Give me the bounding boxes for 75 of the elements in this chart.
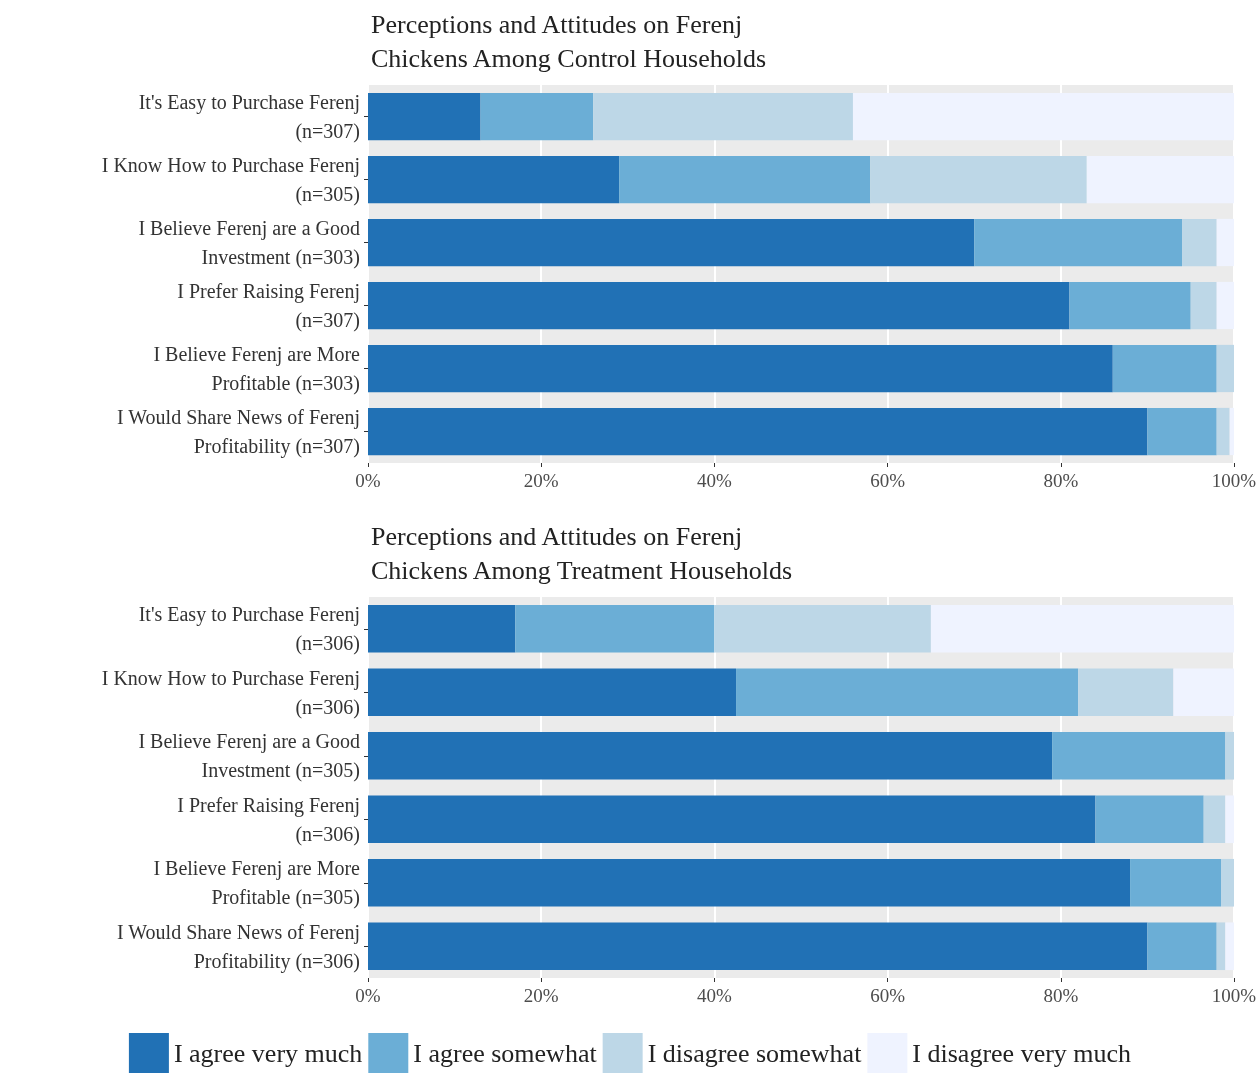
bar — [1216, 218, 1234, 267]
bar — [1225, 731, 1234, 780]
y-tick-label: I Prefer Raising Ferenj (n=306) — [177, 793, 360, 846]
chart-title: Perceptions and Attitudes on Ferenj Chickens Among Treatment Households — [371, 521, 793, 585]
bar — [480, 92, 594, 141]
bar — [368, 668, 737, 717]
bar — [870, 155, 1087, 204]
bar — [852, 92, 1234, 141]
bar — [1069, 281, 1191, 330]
bar — [619, 155, 871, 204]
bar — [1147, 922, 1217, 971]
bar — [1112, 344, 1217, 393]
bar — [515, 604, 715, 653]
x-tick-label: 40% — [696, 470, 732, 491]
bar — [1190, 281, 1217, 330]
legend-label: I disagree very much — [912, 1038, 1132, 1068]
y-tick-label: I Would Share News of Ferenj Profitability (n=306) — [117, 920, 360, 973]
bar — [714, 604, 931, 653]
y-tick-label: I Believe Ferenj are More Profitable (n=303) — [153, 343, 361, 395]
y-tick-label: It's Easy to Purchase Ferenj (n=306) — [138, 603, 360, 656]
bar — [368, 218, 975, 267]
y-tick-label: It's Easy to Purchase Ferenj (n=307) — [138, 91, 360, 143]
bar — [368, 795, 1096, 844]
bar — [1147, 407, 1217, 456]
y-tick-label: I Believe Ferenj are More Profitable (n=305) — [153, 857, 361, 910]
y-tick-label: I Know How to Purchase Ferenj (n=306) — [101, 666, 360, 719]
bar — [1095, 795, 1204, 844]
legend-label: I disagree somewhat — [647, 1038, 863, 1068]
y-tick-label: I Would Share News of Ferenj Profitability (n=307) — [117, 406, 360, 458]
bar — [1130, 858, 1222, 907]
legend-label: I agree somewhat — [413, 1038, 598, 1068]
bar — [1216, 281, 1234, 330]
x-tick-label: 0% — [355, 470, 381, 491]
bar — [368, 344, 1113, 393]
bar — [1052, 731, 1226, 780]
x-tick-label: 60% — [870, 985, 906, 1006]
x-tick-label: 100% — [1211, 985, 1257, 1006]
legend-label: I agree very much — [173, 1038, 363, 1068]
x-tick-label: 20% — [523, 470, 559, 491]
bar — [368, 922, 1148, 971]
chart-title: Perceptions and Attitudes on Ferenj Chickens Among Control Households — [371, 9, 767, 73]
bar — [1225, 922, 1234, 971]
y-tick-label: I Believe Ferenj are a Good Investment (n=303) — [138, 217, 360, 269]
bar — [368, 92, 481, 141]
y-tick-label: I Prefer Raising Ferenj (n=307) — [177, 280, 360, 332]
bar — [1221, 858, 1234, 907]
bar — [1203, 795, 1226, 844]
x-tick-label: 40% — [696, 985, 732, 1006]
bar — [974, 218, 1183, 267]
bar — [368, 604, 516, 653]
x-tick-label: 60% — [870, 470, 906, 491]
bar — [1216, 407, 1230, 456]
bar — [368, 858, 1131, 907]
x-tick-label: 80% — [1043, 470, 1079, 491]
bar — [368, 407, 1148, 456]
bar — [1216, 922, 1226, 971]
bar — [1086, 155, 1234, 204]
bar — [1078, 668, 1174, 717]
bar — [368, 281, 1070, 330]
bar — [1182, 218, 1217, 267]
x-tick-label: 20% — [523, 985, 559, 1006]
x-tick-label: 80% — [1043, 985, 1079, 1006]
bar — [930, 604, 1234, 653]
bar — [1225, 795, 1234, 844]
bar — [1216, 344, 1234, 393]
x-tick-label: 0% — [355, 985, 381, 1006]
bar — [1229, 407, 1234, 456]
y-tick-label: I Believe Ferenj are a Good Investment (n=305) — [138, 730, 360, 783]
y-tick-label: I Know How to Purchase Ferenj (n=305) — [101, 154, 360, 206]
bar — [1173, 668, 1234, 717]
x-tick-label: 100% — [1211, 470, 1257, 491]
bar — [736, 668, 1079, 717]
bar — [368, 155, 620, 204]
bar — [593, 92, 853, 141]
bar — [368, 731, 1053, 780]
